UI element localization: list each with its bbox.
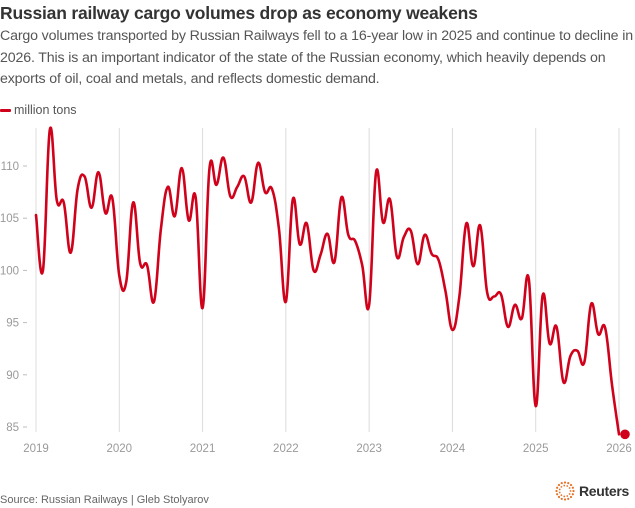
y-tick-label: 100	[0, 265, 19, 277]
series-group	[34, 126, 630, 440]
grid-lines	[35, 128, 620, 432]
y-tick-label: 85	[6, 422, 19, 434]
x-tick-label: 2026	[606, 443, 632, 455]
logo-dot	[558, 491, 561, 494]
logo-dot	[566, 485, 569, 487]
logo-dot	[560, 494, 563, 497]
chart-subtitle: Cargo volumes transported by Russian Rai…	[0, 28, 633, 87]
logo-dot	[556, 486, 559, 489]
logo-dot	[572, 489, 575, 493]
end-point-marker	[620, 429, 630, 440]
logo-dot	[571, 486, 574, 489]
logo-dot	[563, 498, 567, 501]
x-tick-label: 2025	[523, 443, 549, 455]
legend-label: million tons	[14, 103, 77, 117]
x-tick-label: 2023	[356, 443, 382, 455]
y-tick-label: 90	[6, 370, 19, 382]
logo-dot	[568, 487, 571, 489]
chart-title: Russian railway cargo volumes drop as ec…	[0, 3, 478, 23]
reuters-logo-icon	[555, 481, 575, 501]
logo-dot	[556, 493, 559, 496]
logo-dot	[560, 497, 563, 500]
source-note: Source: Russian Railways | Gleb Stolyaro…	[0, 494, 209, 506]
x-tick-label: 2021	[190, 443, 216, 455]
logo-dot	[563, 495, 566, 498]
reuters-logo: Reuters	[555, 481, 629, 501]
y-axis: 85 90 95 100 105 110	[0, 161, 27, 434]
y-tick-label: 95	[6, 318, 19, 330]
logo-dot	[566, 495, 569, 497]
logo-dot	[558, 488, 561, 491]
legend-line-swatch-icon	[0, 108, 11, 112]
logo-dot	[569, 490, 572, 492]
logo-dot	[555, 489, 558, 493]
legend: million tons	[0, 103, 77, 117]
logo-dot	[569, 495, 573, 499]
brand-name: Reuters	[578, 483, 629, 499]
logo-dot	[560, 482, 563, 485]
y-tick-label: 105	[0, 213, 19, 225]
logo-dot	[571, 493, 574, 496]
x-tick-label: 2019	[23, 443, 49, 455]
logo-dot	[563, 484, 566, 487]
logo-dot	[563, 481, 567, 484]
logo-dot	[567, 482, 570, 485]
x-tick-label: 2024	[440, 443, 466, 455]
logo-dot	[569, 483, 573, 487]
x-tick-label: 2020	[106, 443, 132, 455]
logo-dot	[560, 485, 563, 488]
x-tick-label: 2022	[273, 443, 299, 455]
y-tick-label: 110	[1, 161, 19, 173]
logo-dot	[567, 497, 570, 500]
logo-dot	[568, 493, 571, 495]
x-axis: 2019 2020 2021 2022 2023 2024 2025 2026	[23, 443, 632, 455]
series-line-0	[34, 126, 621, 436]
logo-dot	[557, 495, 561, 499]
logo-dot	[557, 483, 561, 487]
